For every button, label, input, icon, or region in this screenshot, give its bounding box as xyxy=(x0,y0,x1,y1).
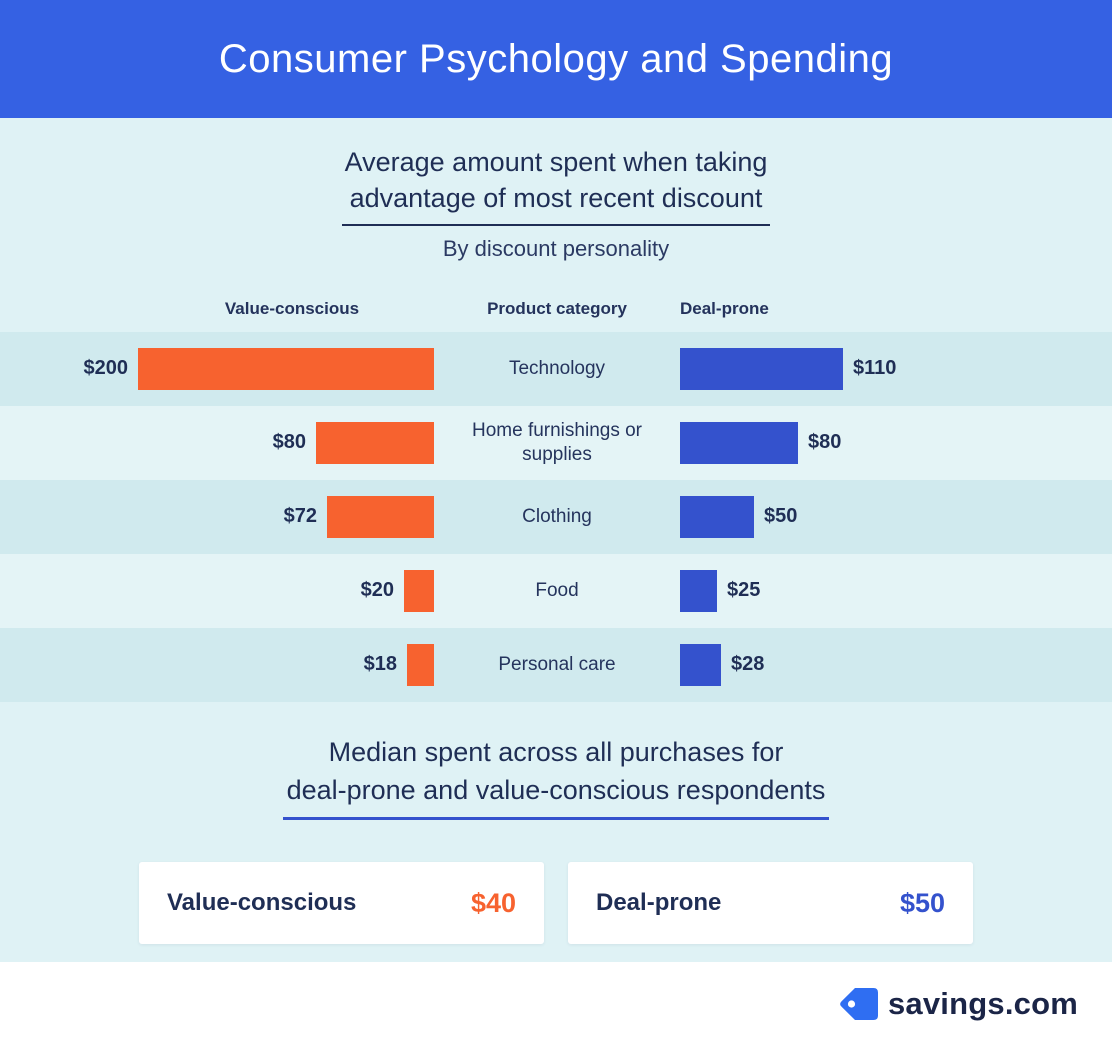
section1-subtitle: By discount personality xyxy=(442,235,670,261)
chart-row: $200 Technology $110 xyxy=(0,331,1112,406)
deal-prone-bar xyxy=(680,347,843,390)
price-tag-icon xyxy=(840,987,878,1020)
value-conscious-amount: $200 xyxy=(83,357,129,380)
section2-title-line1: Median spent across all purchases for xyxy=(328,736,784,767)
section2-title-line2: deal-prone and value-conscious responden… xyxy=(282,772,830,821)
category-label: Personal care xyxy=(498,654,616,675)
column-headers: Value-conscious Product category Deal-pr… xyxy=(0,296,1112,322)
column-header-deal-prone: Deal-prone xyxy=(680,298,769,318)
value-conscious-amount: $18 xyxy=(363,653,397,676)
deal-prone-bar xyxy=(680,421,798,464)
value-conscious-bar xyxy=(327,495,434,538)
chart-row: $80 Home furnishings or supplies $80 xyxy=(0,405,1112,480)
chart-row: $20 Food $25 xyxy=(0,553,1112,628)
value-conscious-amount: $20 xyxy=(360,579,394,602)
chart-row: $18 Personal care $28 xyxy=(0,627,1112,702)
column-header-product-category: Product category xyxy=(487,298,627,318)
deal-prone-amount: $80 xyxy=(808,431,842,454)
deal-prone-amount: $25 xyxy=(727,579,761,602)
value-conscious-bar xyxy=(407,643,434,686)
card-label: Deal-prone xyxy=(596,889,722,917)
median-cards: Value-conscious $40 Deal-prone $50 xyxy=(0,862,1112,945)
median-card-value-conscious: Value-conscious $40 xyxy=(139,862,544,945)
chart-row: $72 Clothing $50 xyxy=(0,479,1112,554)
value-conscious-bar xyxy=(316,421,434,464)
card-value: $40 xyxy=(470,887,516,918)
category-label: Clothing xyxy=(522,506,592,527)
median-card-deal-prone: Deal-prone $50 xyxy=(568,862,973,945)
deal-prone-amount: $50 xyxy=(764,505,798,528)
deal-prone-bar xyxy=(680,495,754,538)
column-header-value-conscious: Value-conscious xyxy=(224,298,360,318)
value-conscious-bar xyxy=(404,569,434,612)
brand-name: savings.com xyxy=(887,985,1078,1021)
page-title: Consumer Psychology and Spending xyxy=(218,36,894,81)
category-label: Home furnishings or supplies xyxy=(471,420,643,465)
deal-prone-bar xyxy=(680,569,717,612)
category-label: Technology xyxy=(508,358,606,379)
category-label: Food xyxy=(535,580,579,601)
card-value: $50 xyxy=(899,887,945,918)
header-banner: Consumer Psychology and Spending xyxy=(0,0,1112,118)
card-label: Value-conscious xyxy=(167,889,357,917)
value-conscious-amount: $80 xyxy=(272,431,306,454)
footer: savings.com xyxy=(0,962,1112,1045)
value-conscious-bar xyxy=(138,347,434,390)
section2-title: Median spent across all purchases for de… xyxy=(0,702,1112,821)
deal-prone-amount: $110 xyxy=(853,357,897,380)
content-area: Average amount spent when taking advanta… xyxy=(0,118,1112,962)
section1-title: Average amount spent when taking advanta… xyxy=(0,118,1112,226)
value-conscious-amount: $72 xyxy=(283,505,317,528)
section1-title-line2: advantage of most recent discount xyxy=(341,180,771,226)
deal-prone-bar xyxy=(680,643,721,686)
savings-com-logo[interactable]: savings.com xyxy=(839,986,1078,1022)
section1-title-line1: Average amount spent when taking xyxy=(344,147,768,177)
deal-prone-amount: $28 xyxy=(731,653,765,676)
chart-rows: $200 Technology $110 $80 Home furnishings or… xyxy=(0,331,1112,702)
